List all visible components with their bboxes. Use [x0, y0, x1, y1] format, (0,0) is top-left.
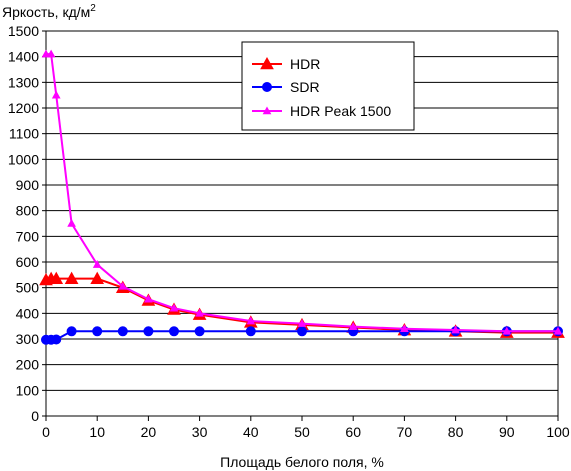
series-sdr — [41, 326, 563, 345]
data-point-sdr-5 — [66, 326, 77, 337]
y-tick-label-100: 100 — [16, 382, 40, 398]
data-point-sdr-30 — [194, 326, 205, 337]
y-tick-label-1000: 1000 — [8, 151, 39, 167]
data-point-sdr-40 — [245, 326, 256, 337]
data-point-hdr-peak-1500-10 — [92, 260, 102, 268]
x-tick-label-60: 60 — [345, 424, 361, 440]
y-tick-label-700: 700 — [16, 228, 40, 244]
x-tick-label-100: 100 — [546, 424, 570, 440]
series-line-sdr — [46, 330, 558, 341]
data-point-hdr-peak-1500-100 — [553, 326, 563, 335]
data-point-hdr-peak-1500-20 — [144, 294, 153, 303]
y-tick-label-900: 900 — [16, 177, 40, 193]
y-tick-label-1200: 1200 — [8, 100, 39, 116]
x-tick-label-50: 50 — [294, 424, 310, 440]
data-point-hdr-peak-1500-2 — [51, 90, 61, 99]
x-tick-labels: 0 10 20 30 40 50 60 70 80 90 100 — [42, 424, 570, 440]
x-tick-label-70: 70 — [397, 424, 413, 440]
legend-label-hdr-peak-1500: HDR Peak 1500 — [290, 103, 391, 119]
series-line-hdr-peak-1500 — [46, 53, 558, 333]
data-point-sdr-50 — [297, 326, 307, 337]
y-tick-label-1500: 1500 — [8, 23, 39, 39]
data-point-hdr-peak-1500-60 — [348, 322, 358, 330]
legend-item-sdr: SDR — [252, 79, 320, 95]
data-point-hdr-peak-1500-80 — [451, 325, 460, 334]
legend-item-hdr-peak-1500: HDR Peak 1500 — [252, 103, 391, 119]
data-point-hdr-peak-1500-70 — [400, 324, 409, 333]
y-tick-label-1100: 1100 — [9, 126, 39, 142]
legend-label-sdr: SDR — [290, 79, 320, 95]
data-point-hdr-peak-1500-15 — [118, 281, 128, 290]
x-tick-label-80: 80 — [448, 424, 464, 440]
y-tick-label-400: 400 — [16, 305, 40, 321]
legend-marker-hdr-peak-1500 — [262, 106, 272, 115]
legend-marker-hdr — [260, 56, 274, 70]
y-tick-label-600: 600 — [16, 254, 40, 270]
x-tick-label-0: 0 — [42, 424, 50, 440]
y-axis-title: Яркость, кд/м2 — [2, 3, 96, 20]
y-tick-label-1400: 1400 — [8, 49, 39, 65]
x-tick-label-20: 20 — [141, 424, 157, 440]
x-tick-label-90: 90 — [499, 424, 515, 440]
data-point-hdr-5 — [64, 271, 79, 284]
data-point-hdr-peak-1500-1 — [46, 49, 56, 58]
legend: HDR SDR HDR Peak 1500 — [241, 41, 415, 131]
data-point-sdr-10 — [92, 326, 103, 337]
data-point-hdr-peak-1500-40 — [246, 316, 256, 325]
x-tick-label-40: 40 — [243, 424, 259, 440]
data-point-hdr-peak-1500-90 — [502, 326, 512, 335]
y-tick-label-1300: 1300 — [8, 74, 39, 90]
series-group — [39, 49, 565, 345]
data-point-hdr-peak-1500-25 — [169, 303, 179, 312]
x-tick-label-10: 10 — [89, 424, 105, 440]
y-tick-label-0: 0 — [31, 408, 39, 424]
series-hdr-peak-1500 — [41, 49, 563, 335]
y-tick-label-500: 500 — [16, 280, 40, 296]
x-tick-label-30: 30 — [192, 424, 208, 440]
data-point-hdr-peak-1500-50 — [297, 319, 307, 327]
axes — [42, 30, 559, 421]
data-point-sdr-2 — [51, 334, 62, 345]
y-tick-label-800: 800 — [16, 203, 40, 219]
y-tick-labels: 0 100 200 300 400 500 600 700 800 900 1000 1100 1200… — [8, 23, 39, 424]
data-point-sdr-20 — [143, 326, 154, 337]
data-point-hdr-peak-1500-0 — [41, 49, 51, 58]
legend-marker-sdr — [262, 82, 272, 92]
data-point-sdr-15 — [117, 326, 128, 337]
legend-label-hdr: HDR — [290, 56, 320, 72]
data-point-hdr-peak-1500-5 — [67, 218, 76, 227]
x-axis-title: Площадь белого поля, % — [220, 454, 384, 470]
data-point-sdr-25 — [169, 326, 179, 337]
data-point-hdr-2 — [49, 271, 64, 284]
data-point-hdr-10 — [90, 271, 105, 284]
data-point-hdr-peak-1500-30 — [195, 308, 204, 317]
legend-item-hdr: HDR — [252, 56, 320, 72]
y-tick-label-200: 200 — [16, 357, 40, 373]
y-tick-label-300: 300 — [16, 331, 40, 347]
